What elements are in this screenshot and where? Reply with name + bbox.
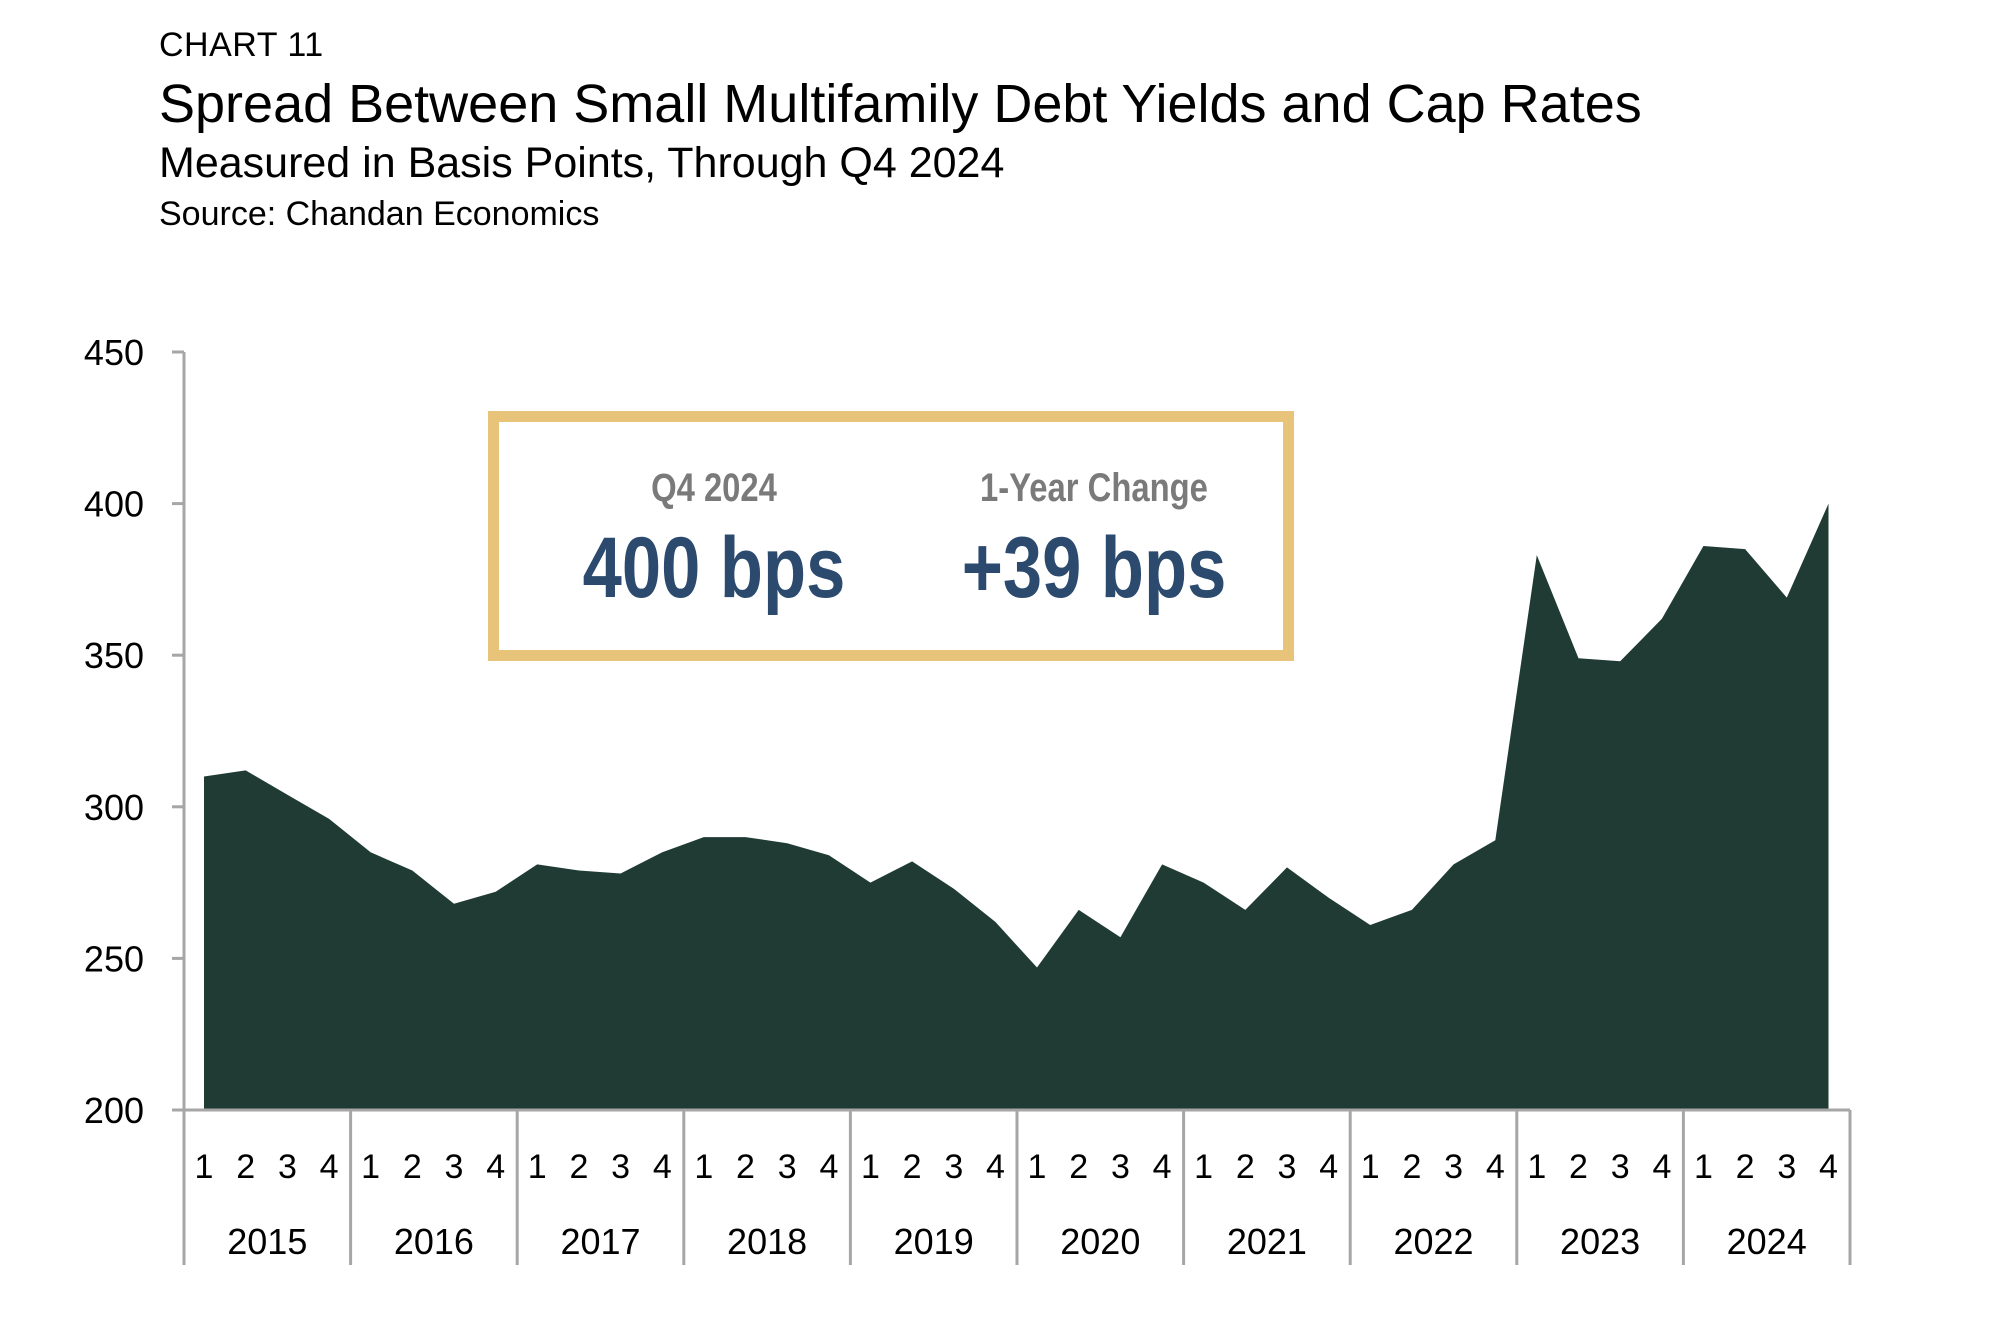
x-quarter-label: 2 (1736, 1148, 1755, 1186)
x-year-label: 2021 (1227, 1221, 1307, 1262)
x-quarter-label: 1 (694, 1148, 713, 1186)
x-quarter-label: 3 (445, 1148, 464, 1186)
x-quarter-label: 1 (528, 1148, 547, 1186)
x-quarter-label: 2 (236, 1148, 255, 1186)
x-year-label: 2022 (1393, 1221, 1473, 1262)
x-quarter-label: 4 (986, 1148, 1005, 1186)
y-tick-label: 200 (84, 1090, 144, 1131)
chart-header: CHART 11 Spread Between Small Multifamil… (159, 20, 1642, 238)
x-quarter-label: 4 (320, 1148, 339, 1186)
x-quarter-label: 2 (1402, 1148, 1421, 1186)
change-label: 1-Year Change (980, 466, 1208, 510)
x-quarter-label: 3 (1777, 1148, 1796, 1186)
x-quarter-label: 4 (1486, 1148, 1505, 1186)
x-quarter-label: 4 (819, 1148, 838, 1186)
x-quarter-label: 3 (944, 1148, 963, 1186)
y-tick-label: 250 (84, 938, 144, 979)
current-value: 400 bps (582, 520, 846, 616)
x-quarter-label: 2 (403, 1148, 422, 1186)
x-quarter-label: 2 (1069, 1148, 1088, 1186)
x-quarter-label: 1 (861, 1148, 880, 1186)
x-quarter-label: 1 (1527, 1148, 1546, 1186)
series-area (204, 503, 1829, 1111)
x-quarter-label: 1 (1194, 1148, 1213, 1186)
x-quarter-label: 1 (361, 1148, 380, 1186)
change-value-block: 1-Year Change +39 bps (899, 462, 1289, 618)
chart-number: CHART 11 (159, 26, 324, 64)
current-value-block: Q4 2024 400 bps (549, 462, 879, 618)
x-quarter-label: 1 (1361, 1148, 1380, 1186)
x-quarter-label: 3 (278, 1148, 297, 1186)
x-quarter-label: 3 (1611, 1148, 1630, 1186)
x-quarter-label: 2 (569, 1148, 588, 1186)
x-year-label: 2016 (394, 1221, 474, 1262)
x-quarter-label: 1 (195, 1148, 214, 1186)
x-quarter-label: 1 (1694, 1148, 1713, 1186)
y-tick-label: 350 (84, 635, 144, 676)
change-value: +39 bps (961, 520, 1227, 616)
x-year-label: 2023 (1560, 1221, 1640, 1262)
x-quarter-label: 4 (1153, 1148, 1172, 1186)
summary-callout-box: Q4 2024 400 bps 1-Year Change +39 bps (488, 411, 1294, 661)
y-tick-label: 450 (84, 332, 144, 373)
x-quarter-label: 4 (1652, 1148, 1671, 1186)
chart-source: Source: Chandan Economics (159, 195, 600, 233)
x-year-label: 2015 (227, 1221, 307, 1262)
y-tick-label: 400 (84, 484, 144, 525)
x-quarter-label: 2 (1236, 1148, 1255, 1186)
x-quarter-label: 4 (1319, 1148, 1338, 1186)
x-quarter-label: 3 (611, 1148, 630, 1186)
x-quarter-label: 2 (736, 1148, 755, 1186)
x-quarter-label: 3 (1278, 1148, 1297, 1186)
x-year-label: 2019 (894, 1221, 974, 1262)
x-quarter-label: 4 (1819, 1148, 1838, 1186)
x-quarter-label: 3 (778, 1148, 797, 1186)
x-year-label: 2020 (1060, 1221, 1140, 1262)
x-quarter-label: 4 (653, 1148, 672, 1186)
chart-title: Spread Between Small Multifamily Debt Yi… (159, 74, 1642, 134)
x-year-label: 2024 (1727, 1221, 1807, 1262)
chart-subtitle: Measured in Basis Points, Through Q4 202… (159, 139, 1005, 187)
x-quarter-label: 4 (486, 1148, 505, 1186)
current-period-label: Q4 2024 (651, 466, 777, 510)
x-quarter-label: 3 (1111, 1148, 1130, 1186)
x-quarter-label: 1 (1028, 1148, 1047, 1186)
y-tick-label: 300 (84, 787, 144, 828)
x-quarter-label: 2 (1569, 1148, 1588, 1186)
x-quarter-label: 3 (1444, 1148, 1463, 1186)
x-quarter-label: 2 (903, 1148, 922, 1186)
x-year-label: 2017 (560, 1221, 640, 1262)
x-year-label: 2018 (727, 1221, 807, 1262)
